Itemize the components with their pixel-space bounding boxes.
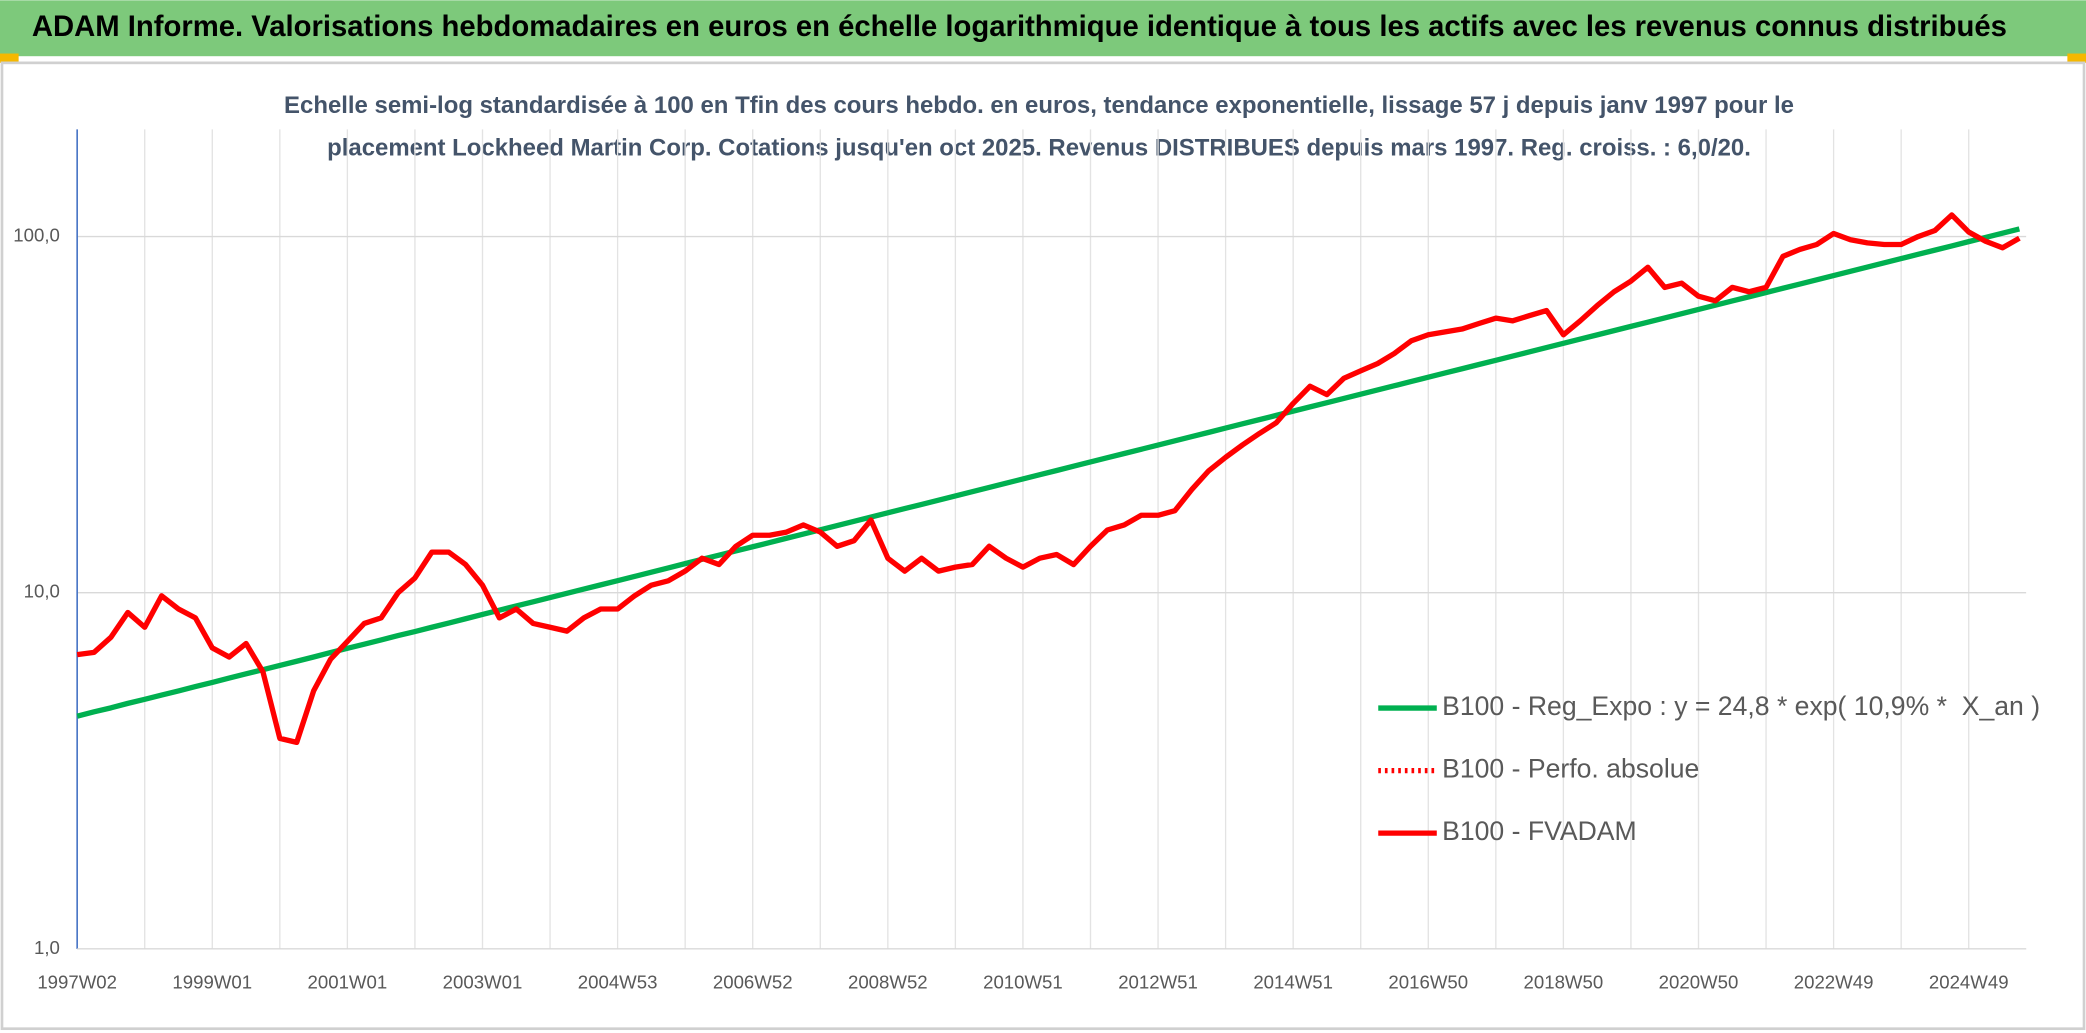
x-tick-label: 2003W01: [443, 971, 523, 992]
x-tick-label: 2004W53: [578, 971, 658, 992]
x-tick-label: 2024W49: [1929, 971, 2009, 992]
legend-label: B100 - FVADAM: [1442, 816, 1637, 846]
chart-title: ADAM Informe. Valorisations hebdomadaire…: [32, 11, 2007, 43]
x-tick-label: 2020W50: [1659, 971, 1739, 992]
series-line: [76, 212, 2021, 746]
x-tick-label: 2010W51: [983, 971, 1063, 992]
x-tick-label: 2016W50: [1388, 971, 1468, 992]
x-tick-label: 1999W01: [172, 971, 252, 992]
x-tick-label: 2022W49: [1794, 971, 1874, 992]
legend-label: B100 - Reg_Expo : y = 24,8 * exp( 10,9% …: [1442, 691, 2040, 721]
y-tick-label: 1,0: [34, 937, 60, 958]
x-tick-label: 2012W51: [1118, 971, 1198, 992]
chart-subtitle: Echelle semi-log standardisée à 100 en T…: [284, 92, 1794, 119]
y-tick-label: 100,0: [13, 224, 60, 245]
x-tick-label: 2008W52: [848, 971, 928, 992]
series-line: [76, 226, 2021, 719]
panel-border: [0, 61, 2086, 1031]
header-bar: [0, 0, 2086, 57]
corner-mark: [2067, 53, 2086, 63]
x-tick-label: 1997W02: [37, 971, 117, 992]
corner-mark: [0, 53, 19, 63]
legend-label: B100 - Perfo. absolue: [1442, 754, 1699, 784]
y-tick-label: 10,0: [24, 581, 60, 602]
x-tick-label: 2001W01: [308, 971, 388, 992]
x-tick-label: 2006W52: [713, 971, 793, 992]
x-tick-label: 2018W50: [1524, 971, 1604, 992]
chart-subtitle: placement Lockheed Martin Corp. Cotation…: [327, 135, 1751, 162]
x-tick-label: 2014W51: [1253, 971, 1333, 992]
